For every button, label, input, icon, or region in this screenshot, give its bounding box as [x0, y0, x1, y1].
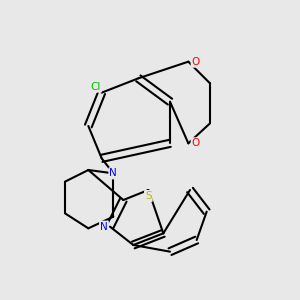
Text: N: N	[110, 168, 117, 178]
Text: N: N	[100, 222, 108, 232]
Text: O: O	[192, 138, 200, 148]
Text: S: S	[145, 191, 152, 201]
Text: Cl: Cl	[91, 82, 101, 92]
Text: O: O	[192, 57, 200, 67]
